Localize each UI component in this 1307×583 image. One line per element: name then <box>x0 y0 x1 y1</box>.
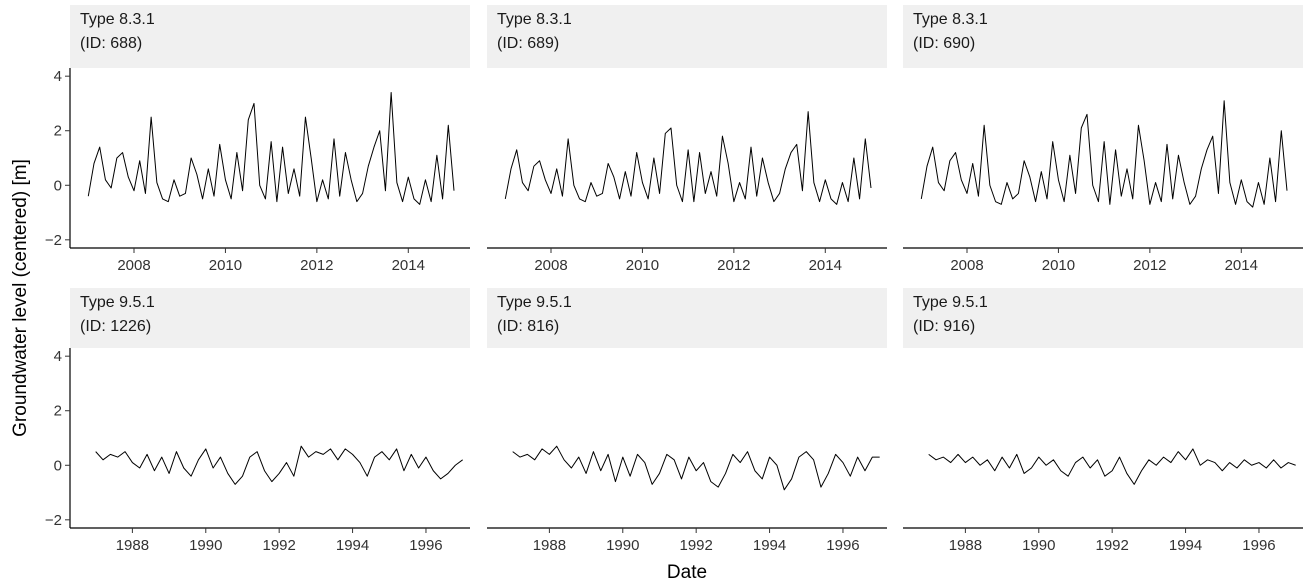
x-tick-label: 1994 <box>336 537 369 554</box>
data-line <box>504 111 872 205</box>
strip-background <box>70 5 470 68</box>
x-tick-label: 1994 <box>753 537 786 554</box>
y-tick-label: 0 <box>54 457 62 474</box>
strip-background <box>70 288 470 348</box>
x-tick-label: 2012 <box>1133 257 1166 274</box>
strip-title: Type 8.3.1 <box>913 11 988 28</box>
y-tick-label: −2 <box>45 232 62 249</box>
strip-background <box>487 288 887 348</box>
strip-subtitle: (ID: 1226) <box>80 318 151 335</box>
strip-background <box>487 5 887 68</box>
x-tick-label: 1992 <box>262 537 295 554</box>
x-tick-label: 1994 <box>1169 537 1202 554</box>
data-line <box>95 445 463 485</box>
x-tick-label: 1990 <box>1022 537 1055 554</box>
x-tick-label: 1996 <box>826 537 859 554</box>
x-tick-label: 2014 <box>392 257 425 274</box>
x-tick-label: 2008 <box>534 257 567 274</box>
data-line <box>920 100 1288 208</box>
x-tick-label: 2008 <box>950 257 983 274</box>
y-tick-label: 4 <box>54 348 62 365</box>
x-tick-label: 1990 <box>189 537 222 554</box>
strip-subtitle: (ID: 688) <box>80 35 142 52</box>
x-tick-label: 2010 <box>626 257 659 274</box>
strip-subtitle: (ID: 690) <box>913 35 975 52</box>
x-tick-label: 1988 <box>116 537 149 554</box>
strip-background <box>903 5 1303 68</box>
x-tick-label: 2008 <box>117 257 150 274</box>
y-tick-label: 4 <box>54 68 62 85</box>
x-tick-label: 2010 <box>209 257 242 274</box>
x-tick-label: 2012 <box>300 257 333 274</box>
strip-subtitle: (ID: 689) <box>497 35 559 52</box>
strip-background <box>903 288 1303 348</box>
strip-title: Type 8.3.1 <box>497 11 572 28</box>
y-tick-label: 0 <box>54 177 62 194</box>
x-tick-label: 1992 <box>1095 537 1128 554</box>
x-axis-title: Date <box>667 562 707 583</box>
x-tick-label: 1996 <box>1242 537 1275 554</box>
x-tick-label: 2014 <box>809 257 842 274</box>
strip-title: Type 9.5.1 <box>497 294 572 311</box>
y-tick-label: 2 <box>54 123 62 140</box>
x-tick-label: 1992 <box>679 537 712 554</box>
data-line <box>87 92 455 205</box>
x-tick-label: 2010 <box>1042 257 1075 274</box>
data-line <box>928 448 1296 485</box>
strip-title: Type 9.5.1 <box>913 294 988 311</box>
y-tick-label: −2 <box>45 512 62 529</box>
x-tick-label: 1988 <box>533 537 566 554</box>
x-tick-label: 1988 <box>949 537 982 554</box>
strip-subtitle: (ID: 816) <box>497 318 559 335</box>
strip-title: Type 9.5.1 <box>80 294 155 311</box>
x-tick-label: 1990 <box>606 537 639 554</box>
y-axis-title: Groundwater level (centered) [m] <box>10 159 31 437</box>
strip-title: Type 8.3.1 <box>80 11 155 28</box>
x-tick-label: 2012 <box>717 257 750 274</box>
strip-subtitle: (ID: 916) <box>913 318 975 335</box>
x-tick-label: 2014 <box>1225 257 1258 274</box>
x-tick-label: 1996 <box>409 537 442 554</box>
data-line <box>512 445 880 491</box>
y-tick-label: 2 <box>54 403 62 420</box>
